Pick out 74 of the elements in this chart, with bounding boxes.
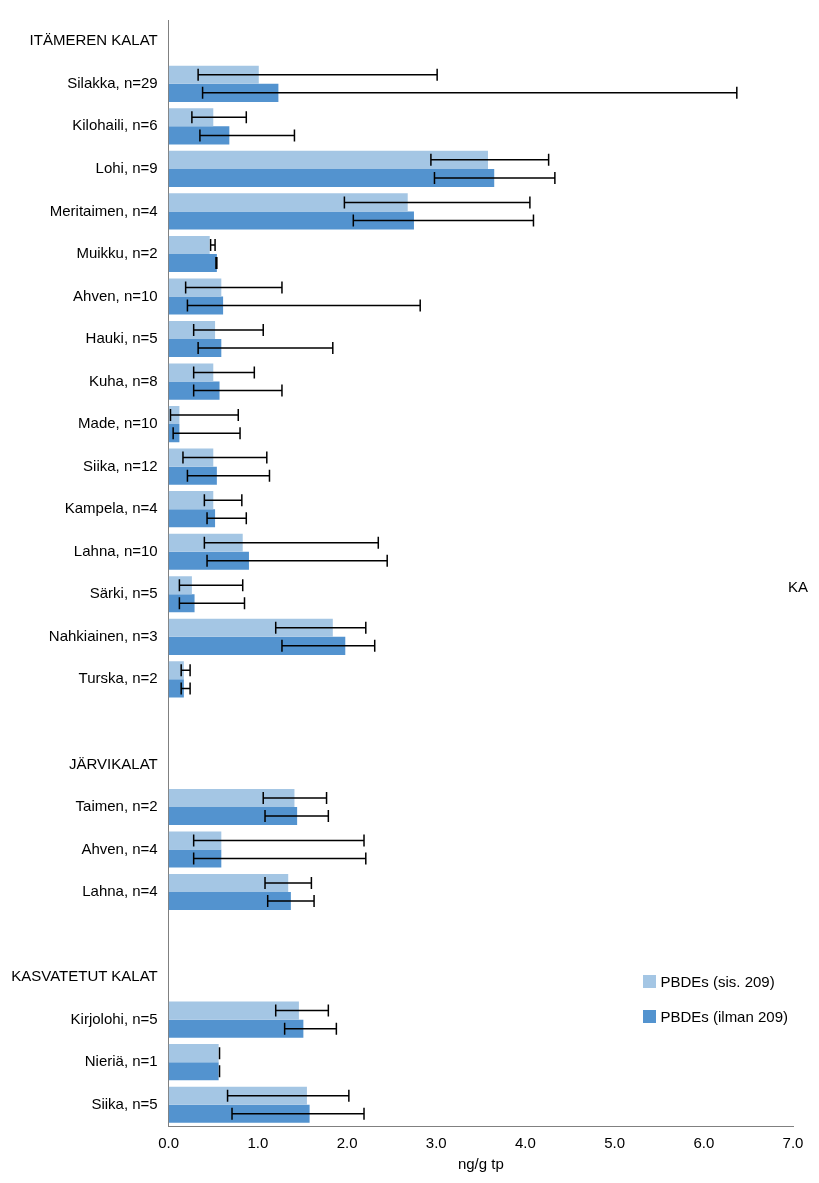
bar [168,193,408,212]
y-tick-label: Muikku, n=2 [76,244,158,262]
bar [168,1001,299,1020]
y-tick-label: Made, n=10 [78,414,158,432]
bar [168,892,291,911]
x-tick-label: 2.0 [336,1134,358,1152]
bar [168,576,192,595]
y-tick-label: JÄRVIKALAT [69,754,158,772]
bar [168,381,220,400]
y-tick-label: Nieriä, n=1 [84,1052,158,1070]
y-tick-label: Kirjolohi, n=5 [70,1009,158,1027]
y-tick-label: Lahna, n=10 [73,541,158,559]
bar [168,253,217,273]
y-tick-label: Siika, n=12 [83,456,158,474]
bar [168,296,224,315]
y-tick-label: Lohi, n=9 [95,159,158,177]
y-tick-label: Kilohaili, n=6 [72,116,158,134]
bar [168,65,259,84]
bar [168,1062,219,1081]
bar [168,108,214,127]
bar [168,1104,310,1123]
y-tick-label: Ahven, n=10 [73,286,158,304]
bar [168,636,346,655]
y-tick-label: Silakka, n=29 [67,73,158,91]
bar [168,363,214,382]
x-tick-label: 5.0 [604,1134,626,1152]
bar [168,235,210,254]
bar [168,168,495,187]
bar [168,788,295,807]
y-tick-label: Turska, n=2 [78,669,158,687]
y-tick-label: Kampela, n=4 [64,499,158,517]
bar [168,1086,307,1105]
annotation: KA [787,578,808,595]
bar [168,1019,304,1038]
bar [168,873,289,893]
bar [168,849,222,868]
x-tick-label: 7.0 [782,1134,804,1152]
x-axis-title: ng/g tp [457,1155,504,1173]
bar [168,618,333,637]
bar [168,278,222,297]
bar [168,491,214,510]
bar [168,806,298,826]
bar [168,211,414,230]
y-tick-label: Meritaimen, n=4 [49,201,158,219]
bar [168,551,249,570]
y-tick-label: KASVATETUT KALAT [11,967,158,985]
bar [168,594,195,613]
bar [168,1044,219,1063]
bar [168,509,216,528]
bar [168,320,216,340]
y-tick-label: Hauki, n=5 [85,329,158,347]
bar [168,448,214,467]
bar [168,831,222,850]
legend-label: PBDEs (sis. 209) [660,973,775,990]
legend-label: PBDEs (ilman 209) [660,1008,788,1025]
x-tick-label: 0.0 [158,1134,180,1152]
y-tick-label: ITÄMEREN KALAT [29,31,158,49]
y-tick-label: Nahkiainen, n=3 [48,626,158,644]
y-tick-label: Lahna, n=4 [82,882,158,900]
bar [168,126,230,145]
x-tick-label: 4.0 [515,1134,536,1152]
bar [168,150,488,169]
bar [168,533,243,552]
x-tick-label: 3.0 [425,1134,447,1152]
x-tick-label: 6.0 [693,1134,715,1152]
y-tick-label: Särki, n=5 [89,584,158,602]
y-tick-label: Siika, n=5 [91,1094,158,1112]
bar [168,466,217,485]
y-tick-label: Taimen, n=2 [75,797,158,815]
y-tick-label: Kuha, n=8 [88,371,158,389]
x-tick-label: 1.0 [247,1134,269,1152]
bar [168,83,279,102]
y-tick-label: Ahven, n=4 [81,839,158,857]
bar [168,339,222,358]
